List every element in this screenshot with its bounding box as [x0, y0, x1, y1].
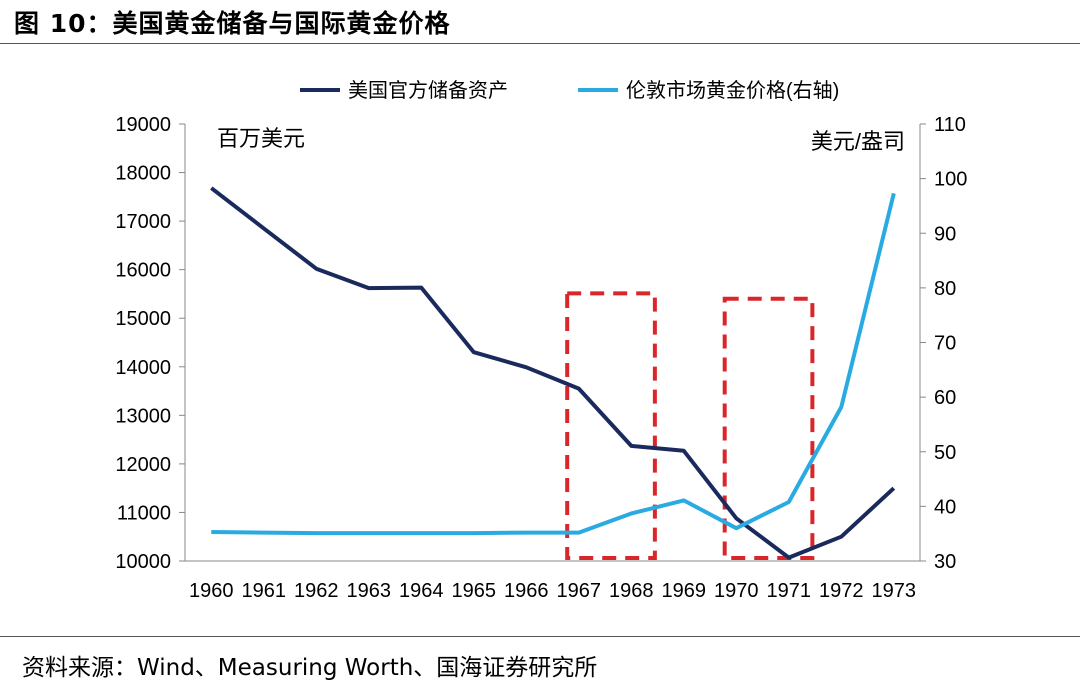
left-axis-tick-label: 19000 — [115, 114, 171, 136]
chart-title: 图 10：美国黄金储备与国际黄金价格 — [14, 9, 451, 38]
x-axis-tick-label: 1962 — [294, 580, 339, 602]
right-axis-tick-label: 40 — [934, 496, 956, 518]
right-axis-tick-label: 60 — [934, 387, 956, 409]
series-line-gold-price — [211, 192, 896, 536]
source-note: 资料来源：Wind、Measuring Worth、国海证券研究所 — [22, 655, 598, 681]
right-axis-tick-label: 70 — [934, 333, 956, 355]
left-axis-tick-label: 10000 — [115, 551, 171, 573]
left-axis-tick-label: 13000 — [115, 405, 171, 427]
x-axis-tick-label: 1961 — [242, 580, 287, 602]
right-axis-unit-label: 美元/盎司 — [811, 129, 905, 154]
left-axis-tick-label: 17000 — [115, 211, 171, 233]
highlight-box — [565, 291, 657, 560]
left-axis-tick-label: 14000 — [115, 357, 171, 379]
x-axis-tick-label: 1972 — [819, 580, 864, 602]
legend: 美国官方储备资产 伦敦市场黄金价格(右轴) — [300, 79, 839, 102]
highlight-box — [722, 296, 815, 560]
highlight-boxes — [565, 291, 815, 560]
x-axis-tick-label: 1973 — [872, 580, 917, 602]
x-axis-tick-label: 1967 — [557, 580, 602, 602]
right-axis-tick-label: 80 — [934, 278, 956, 300]
left-axis-tick-label: 11000 — [117, 502, 171, 524]
source-divider — [0, 636, 1080, 637]
x-axis-tick-label: 1970 — [714, 580, 759, 602]
left-axis-tick-label: 16000 — [115, 260, 171, 282]
axes: 10000 11000 12000 13000 14000 15000 16000 17000… — [115, 114, 967, 602]
x-axis-tick-label: 1971 — [767, 580, 812, 602]
right-axis-tick-label: 50 — [934, 442, 956, 464]
x-axis-tick-label: 1969 — [662, 580, 707, 602]
x-axis-tick-label: 1968 — [609, 580, 654, 602]
legend-label: 美国官方储备资产 — [348, 79, 508, 102]
x-axis-tick-label: 1965 — [452, 580, 497, 602]
left-axis-tick-label: 12000 — [115, 454, 171, 476]
x-axis-tick-label: 1963 — [347, 580, 392, 602]
title-divider — [0, 43, 1080, 44]
right-axis-tick-label: 100 — [934, 169, 967, 191]
left-axis-tick-label: 15000 — [115, 308, 171, 330]
left-axis-unit-label: 百万美元 — [217, 126, 305, 151]
right-axis-tick-label: 90 — [934, 223, 956, 245]
x-axis-tick-label: 1966 — [504, 580, 549, 602]
series-line-reserve-assets — [210, 186, 896, 560]
series-lines — [210, 186, 896, 560]
legend-label: 伦敦市场黄金价格(右轴) — [626, 79, 839, 102]
left-axis-tick-label: 18000 — [115, 163, 171, 185]
right-axis-tick-label: 110 — [934, 114, 966, 136]
x-axis-tick-label: 1960 — [189, 580, 234, 602]
right-axis-tick-label: 30 — [934, 551, 956, 573]
x-axis-tick-label: 1964 — [399, 580, 444, 602]
